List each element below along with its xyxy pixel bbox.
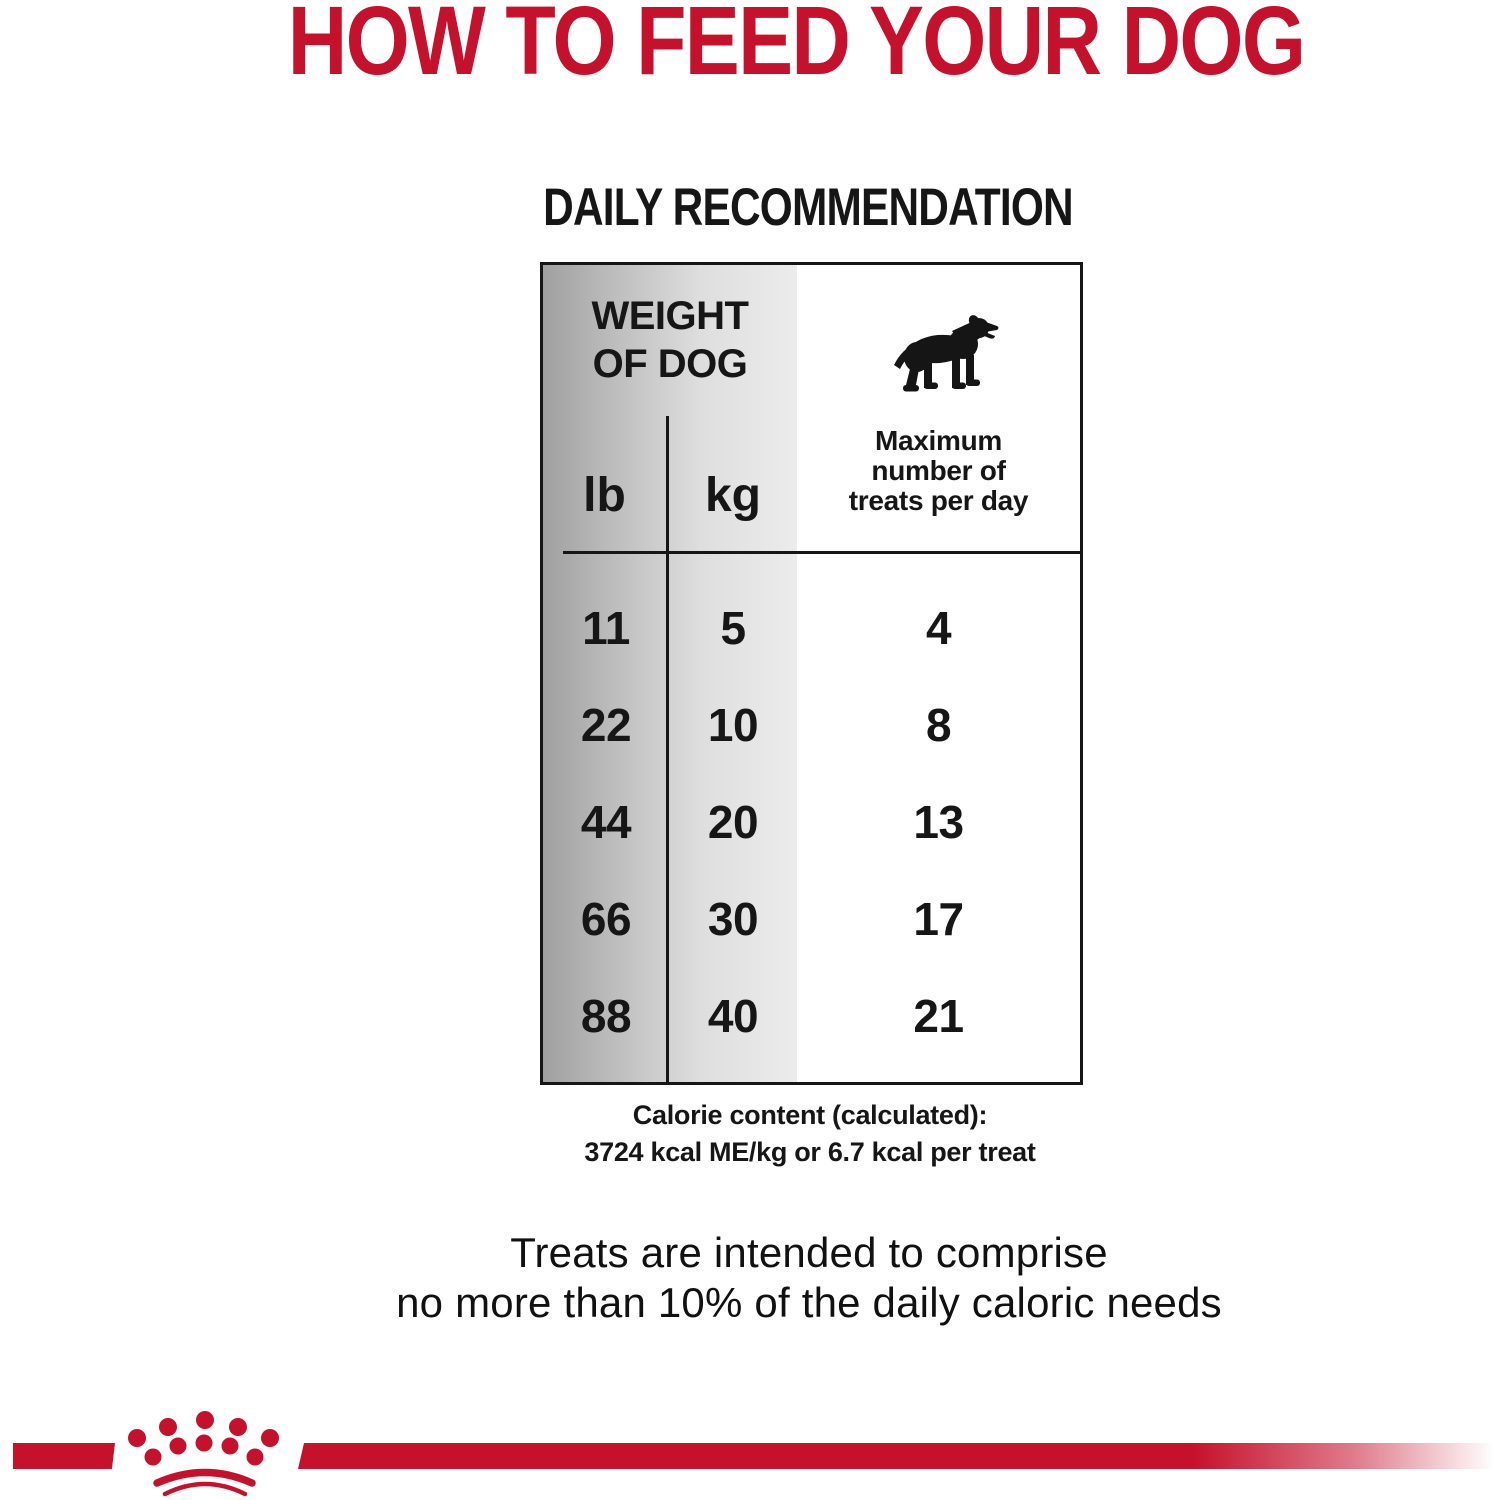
dog-icon bbox=[890, 313, 1000, 400]
treats-per-day-header: Maximum number of treats per day bbox=[797, 426, 1080, 516]
cell-kg: 5 bbox=[720, 601, 746, 654]
calorie-note-line2: 3724 kcal ME/kg or 6.7 kcal per treat bbox=[584, 1137, 1036, 1167]
page-title: HOW TO FEED YOUR DOG bbox=[287, 0, 1306, 95]
column-header-kg: kg bbox=[704, 469, 761, 522]
cell-kg: 10 bbox=[707, 698, 759, 751]
treats-header-line1: Maximum bbox=[874, 425, 1003, 456]
cell-lb: 44 bbox=[580, 795, 632, 848]
brand-stripe-left bbox=[13, 1443, 115, 1469]
cell-treats: 4 bbox=[925, 601, 952, 654]
table-row: 88 40 21 bbox=[543, 967, 1080, 1064]
cell-kg: 20 bbox=[707, 795, 759, 848]
table-row: 66 30 17 bbox=[543, 870, 1080, 967]
calorie-content-note: Calorie content (calculated): 3724 kcal … bbox=[584, 1097, 1035, 1171]
column-header-lb: lb bbox=[583, 469, 626, 522]
table-row: 11 5 4 bbox=[543, 579, 1080, 676]
header-separator-line bbox=[563, 551, 1080, 554]
cell-treats: 17 bbox=[913, 892, 964, 945]
cell-kg: 30 bbox=[707, 892, 759, 945]
cell-kg: 40 bbox=[707, 989, 759, 1042]
treats-limit-line1: Treats are intended to comprise bbox=[510, 1229, 1108, 1276]
brand-stripe-right bbox=[298, 1443, 1500, 1469]
cell-lb: 66 bbox=[580, 892, 632, 945]
cell-treats: 13 bbox=[913, 795, 964, 848]
treats-limit-note: Treats are intended to comprise no more … bbox=[396, 1228, 1222, 1328]
calorie-note-line1: Calorie content (calculated): bbox=[632, 1100, 988, 1130]
weight-header-line1: WEIGHT bbox=[591, 294, 749, 338]
weight-header-line2: OF DOG bbox=[592, 342, 748, 386]
table-row: 44 20 13 bbox=[543, 773, 1080, 870]
cell-treats: 21 bbox=[913, 989, 964, 1042]
cell-lb: 88 bbox=[580, 989, 632, 1042]
treats-limit-line2: no more than 10% of the daily caloric ne… bbox=[396, 1279, 1222, 1326]
section-heading: DAILY RECOMMENDATION bbox=[543, 178, 1074, 237]
lb-kg-divider-line bbox=[666, 416, 669, 1082]
cell-lb: 22 bbox=[580, 698, 632, 751]
weight-columns-panel bbox=[543, 265, 797, 1082]
table-body: 11 5 4 22 10 8 44 20 13 66 30 17 88 40 bbox=[543, 579, 1080, 1064]
table-row: 22 10 8 bbox=[543, 676, 1080, 773]
daily-recommendation-table: WEIGHT OF DOG bbox=[540, 262, 1083, 1085]
treats-header-line2: number of bbox=[871, 455, 1006, 486]
cell-lb: 11 bbox=[582, 601, 630, 654]
weight-of-dog-header: WEIGHT OF DOG bbox=[543, 292, 797, 388]
royal-canin-crown-icon bbox=[125, 1408, 285, 1500]
treats-header-line3: treats per day bbox=[848, 485, 1029, 516]
cell-treats: 8 bbox=[925, 698, 952, 751]
